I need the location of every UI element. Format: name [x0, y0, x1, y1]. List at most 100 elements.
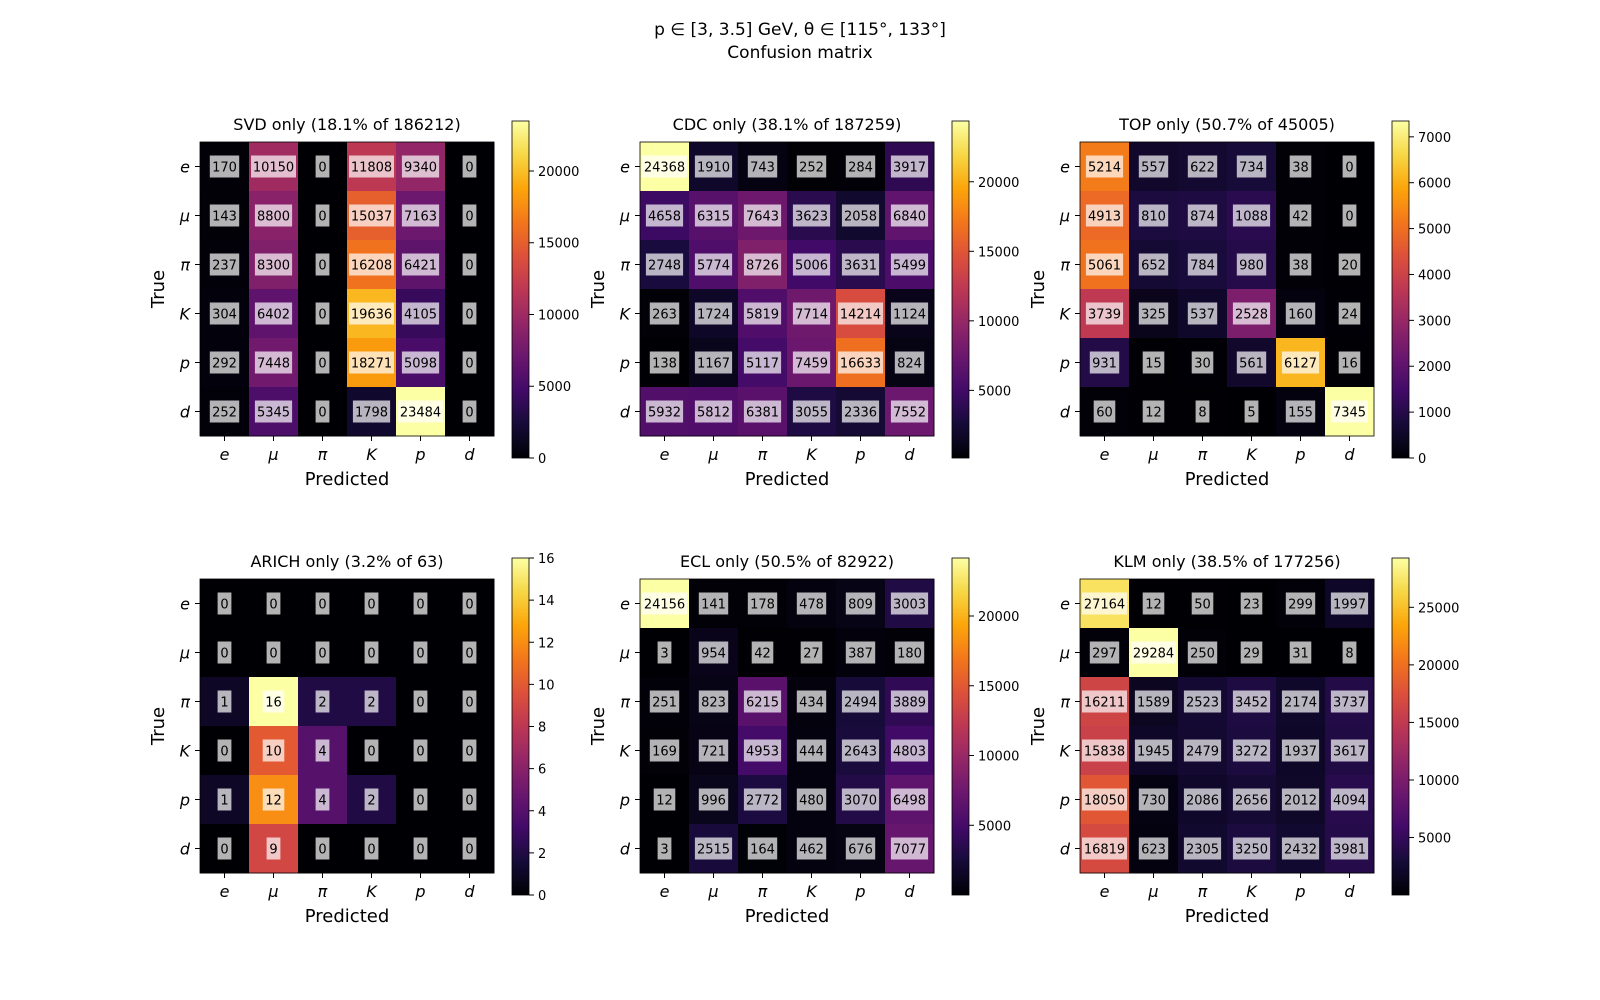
cell-label-box — [792, 204, 831, 227]
cell-label-box — [1232, 788, 1271, 811]
cell-value-label: 143 — [212, 210, 237, 225]
cell-label-box — [1342, 641, 1357, 664]
cell-value-label: 954 — [701, 647, 726, 662]
cell-label-box — [1183, 690, 1222, 713]
colorbar-tick-label: 10000 — [978, 750, 1019, 765]
cell-value-label: 3889 — [893, 696, 926, 711]
colorbar-tick-label: 10000 — [538, 308, 579, 323]
cell-value-label: 16 — [1341, 357, 1358, 372]
cell-value-label: 931 — [1092, 357, 1117, 372]
colorbar-tick-label: 20000 — [1418, 659, 1459, 674]
cell-value-label: 0 — [220, 843, 228, 858]
cell-label-box — [792, 302, 831, 325]
cell-value-label: 0 — [367, 843, 375, 858]
colorbar-tick-label: 0 — [538, 889, 546, 904]
cell-label-box — [845, 837, 876, 860]
cell-value-label: 1 — [220, 696, 228, 711]
cell-label-box — [266, 641, 281, 664]
x-tick-label: d — [464, 445, 475, 464]
cell-label-box — [1289, 155, 1312, 178]
cell-value-label: 0 — [465, 210, 473, 225]
cell-value-label: 809 — [848, 598, 873, 613]
heatmap-panel: SVD only (18.1% of 186212) 170 10150 0 11808… — [148, 115, 579, 490]
cell-label-box — [653, 788, 676, 811]
cell-value-label: 60 — [1096, 406, 1113, 421]
y-tick-label: d — [1060, 840, 1071, 859]
cell-label-box — [1281, 739, 1320, 762]
cell-label-box — [841, 690, 880, 713]
cell-value-label: 0 — [416, 647, 424, 662]
cell-value-label: 12 — [265, 794, 282, 809]
cell-label-box — [1285, 400, 1316, 423]
colorbar-tick-label: 7000 — [1418, 131, 1451, 146]
cell-value-label: 292 — [212, 357, 237, 372]
cell-label-box — [462, 204, 477, 227]
colorbar-tick-label: 10000 — [978, 315, 1019, 330]
cell-label-box — [266, 837, 281, 860]
cell-label-box — [209, 351, 240, 374]
cell-value-label: 4913 — [1088, 210, 1121, 225]
cell-value-label: 0 — [416, 843, 424, 858]
cell-value-label: 10 — [265, 745, 282, 760]
colorbar-tick-label: 6 — [538, 763, 546, 778]
cell-label-box — [315, 351, 330, 374]
y-tick-label: e — [620, 595, 630, 614]
cell-label-box — [1187, 641, 1218, 664]
cell-label-box — [1330, 788, 1369, 811]
cell-value-label: 3917 — [893, 161, 926, 176]
cell-label-box — [1183, 739, 1222, 762]
cell-value-label: 874 — [1190, 210, 1215, 225]
x-tick-label: π — [758, 882, 768, 901]
x-tick-label: μ — [707, 445, 718, 464]
cell-value-label: 4 — [318, 794, 326, 809]
colorbar-tick-label: 10000 — [1418, 774, 1459, 789]
cell-value-label: 23484 — [400, 406, 441, 421]
colorbar-tick-label: 2000 — [1418, 360, 1451, 375]
colorbar-tick-label: 5000 — [978, 384, 1011, 399]
cell-value-label: 0 — [318, 647, 326, 662]
cell-label-box — [1131, 641, 1176, 664]
cell-label-box — [698, 739, 729, 762]
cell-label-box — [315, 690, 330, 713]
cell-value-label: 5 — [1247, 406, 1255, 421]
cell-value-label: 1997 — [1333, 598, 1366, 613]
cell-value-label: 2656 — [1235, 794, 1268, 809]
cell-label-box — [743, 739, 782, 762]
cell-label-box — [1183, 837, 1222, 860]
cell-label-box — [743, 690, 782, 713]
cell-value-label: 676 — [848, 843, 873, 858]
colorbar-tick-label: 20000 — [538, 165, 579, 180]
cell-label-box — [315, 592, 330, 615]
cell-label-box — [838, 302, 883, 325]
cell-value-label: 2479 — [1186, 745, 1219, 760]
cell-label-box — [1138, 253, 1169, 276]
colorbar-tick-label: 5000 — [1418, 223, 1451, 238]
cell-label-box — [743, 400, 782, 423]
y-tick-label: p — [179, 354, 190, 373]
x-tick-label: p — [414, 445, 425, 464]
y-tick-label: π — [620, 693, 630, 712]
cell-value-label: 730 — [1141, 794, 1166, 809]
cell-label-box — [315, 739, 330, 762]
cell-label-box — [209, 155, 240, 178]
cell-value-label: 3 — [660, 647, 668, 662]
cell-label-box — [890, 204, 929, 227]
cell-label-box — [413, 690, 428, 713]
y-tick-label: p — [1059, 791, 1070, 810]
cell-value-label: 2305 — [1186, 843, 1219, 858]
cell-value-label: 7163 — [404, 210, 437, 225]
cell-label-box — [364, 788, 379, 811]
cell-label-box — [642, 155, 687, 178]
cell-value-label: 0 — [367, 647, 375, 662]
x-axis-label: Predicted — [305, 469, 390, 490]
cell-label-box — [401, 204, 440, 227]
cell-value-label: 2012 — [1284, 794, 1317, 809]
cell-value-label: 6315 — [697, 210, 730, 225]
cell-label-box — [1138, 788, 1169, 811]
colorbar-tick-label: 15000 — [1418, 716, 1459, 731]
cell-value-label: 2 — [318, 696, 326, 711]
cell-value-label: 2643 — [844, 745, 877, 760]
cell-value-label: 2058 — [844, 210, 877, 225]
cell-value-label: 4 — [318, 745, 326, 760]
